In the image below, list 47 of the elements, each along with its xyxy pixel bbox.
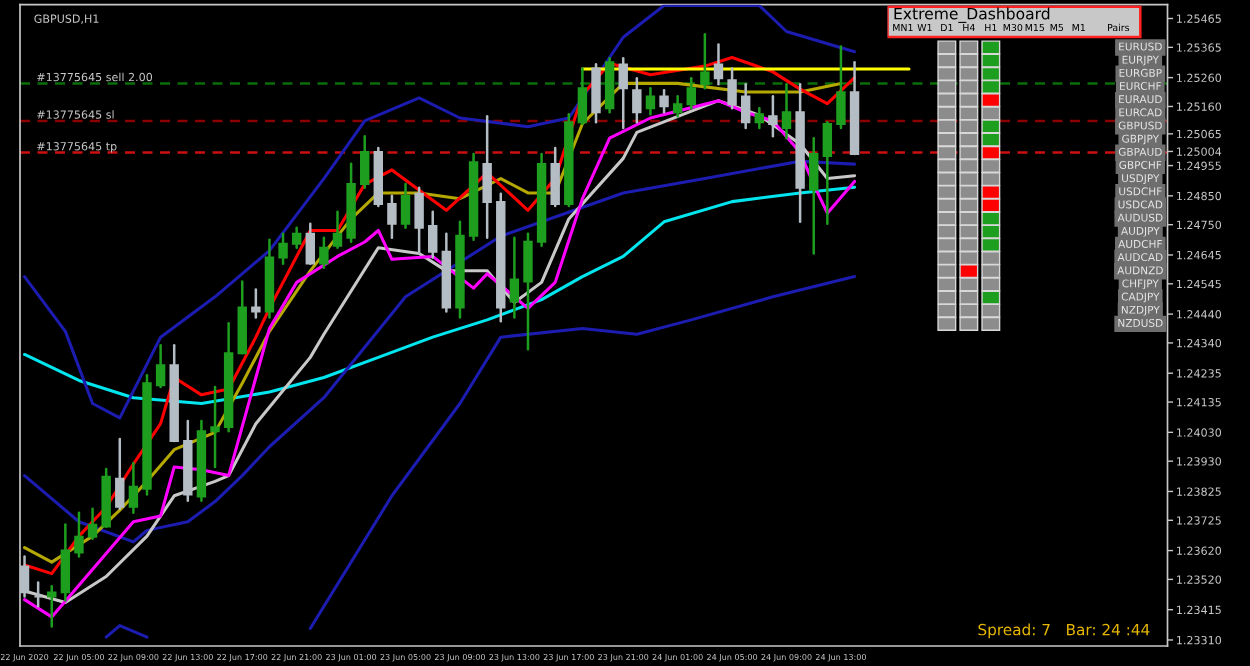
candlestick [387,194,397,239]
candlestick [672,95,683,118]
candlestick [822,121,833,226]
candlestick [237,280,247,355]
candlestick [428,210,438,259]
line-series [23,185,857,406]
candlestick [632,76,642,124]
candlestick [115,437,125,510]
candlestick [128,461,139,515]
candlestick [604,57,615,114]
candlestick [155,343,166,389]
candlestick [74,511,84,558]
candlestick [809,136,819,255]
candlestick [251,288,261,319]
candlestick [727,67,737,110]
candlestick [20,555,30,598]
candlestick [319,236,329,269]
candlestick [768,95,778,138]
candlestick [60,523,71,602]
candlestick [47,585,57,628]
candlestick [645,87,656,116]
candlestick [305,222,315,265]
candlestick [291,226,302,250]
candlestick [754,106,765,130]
candlestick [713,43,724,86]
candlestick [836,45,846,130]
line-series [23,159,857,544]
candlestick [278,232,288,265]
candlestick [686,76,696,110]
candlestick [359,134,370,190]
candlestick [210,385,220,469]
candlestick [400,182,411,230]
candlestick [618,57,628,130]
candlestick [550,146,560,208]
line-series [23,4,857,420]
candlestick [509,236,520,319]
candlestick [781,83,792,140]
candlestick [482,115,492,239]
candlestick [700,33,710,90]
candlestick [659,89,669,114]
candlestick [740,83,751,130]
candlestick [591,63,601,124]
candlestick [523,232,533,351]
candlestick [414,186,424,255]
candlestick [577,67,588,126]
candlestick [332,210,343,250]
candlestick [87,507,98,540]
